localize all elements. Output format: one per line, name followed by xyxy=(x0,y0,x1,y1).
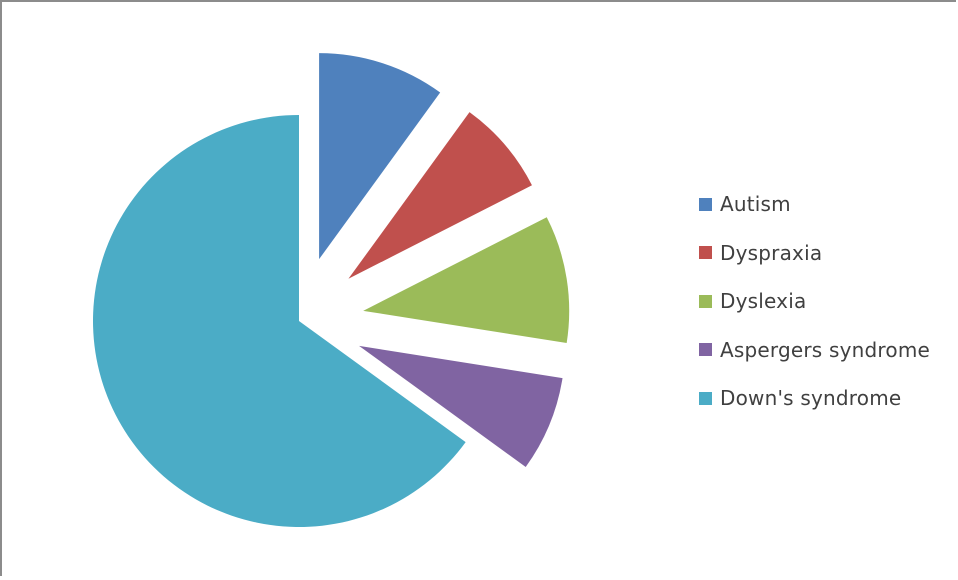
legend-label: Dyslexia xyxy=(720,289,807,314)
legend-item: Dyspraxia xyxy=(699,229,930,278)
legend-label: Aspergers syndrome xyxy=(720,337,931,362)
legend-label: Autism xyxy=(720,192,791,217)
legend-item: Autism xyxy=(699,180,930,229)
chart-legend: Autism Dyspraxia Dyslexia Aspergers syndrom… xyxy=(699,180,930,423)
legend-label: Down's syndrome xyxy=(720,386,902,411)
legend-item: Aspergers syndrome xyxy=(699,326,930,375)
legend-swatch xyxy=(699,197,712,211)
pie-slice-autism xyxy=(319,53,441,260)
legend-swatch xyxy=(699,246,712,260)
legend-swatch xyxy=(699,294,712,308)
pie-slice-dyspraxia xyxy=(348,112,532,279)
legend-item: Down's syndrome xyxy=(699,374,930,423)
legend-label: Dyspraxia xyxy=(720,240,823,265)
legend-swatch xyxy=(699,391,712,405)
pie-slice-aspergers-syndrome xyxy=(359,345,563,467)
pie-slice-down-s-syndrome xyxy=(92,115,466,527)
pie-slice-dyslexia xyxy=(363,217,570,344)
legend-swatch xyxy=(699,343,712,357)
legend-item: Dyslexia xyxy=(699,277,930,326)
